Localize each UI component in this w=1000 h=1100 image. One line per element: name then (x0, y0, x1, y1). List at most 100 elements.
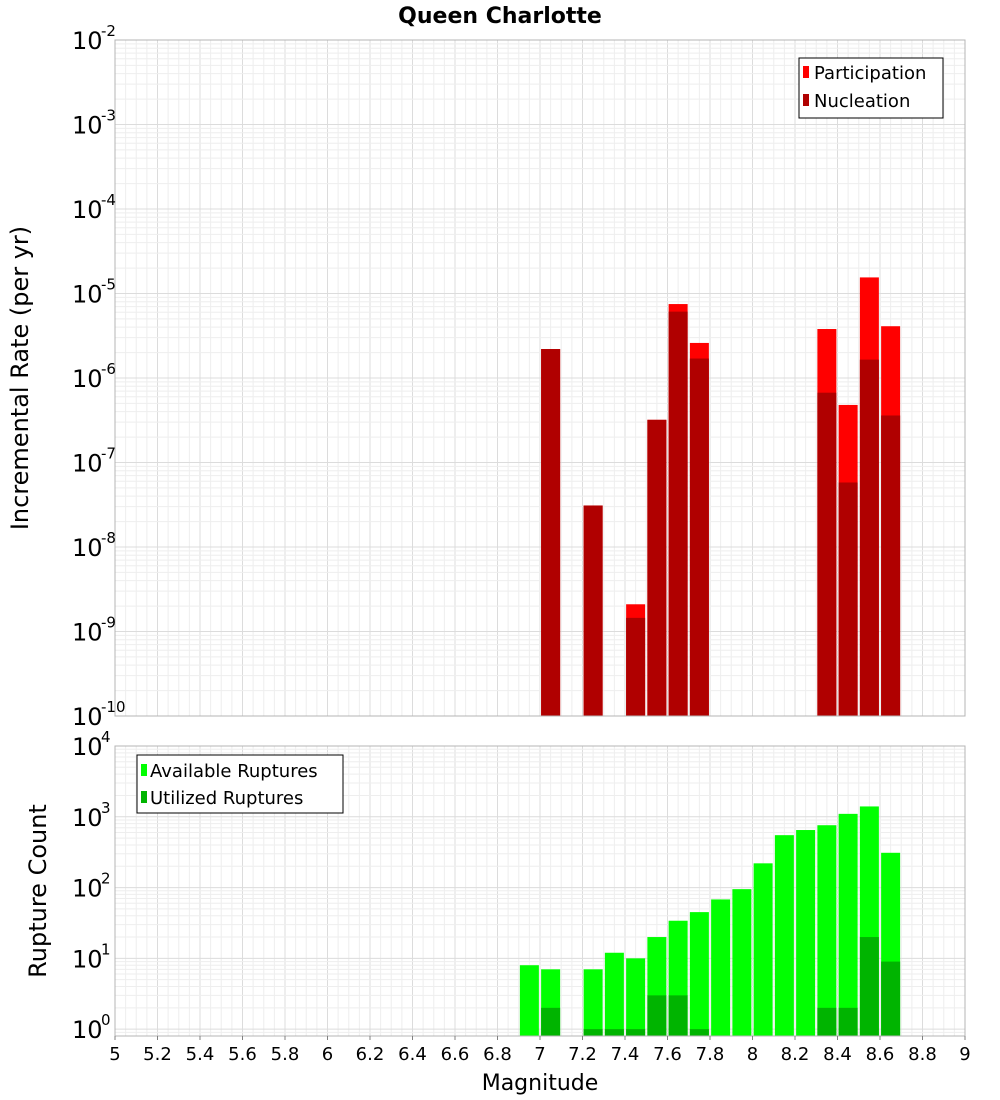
rate-bar-nucleation (583, 505, 603, 716)
count-bar-utilized-ruptures (817, 1007, 837, 1036)
rate-y-tick-label: 10 (72, 619, 103, 647)
count-y-tick-exponent: 3 (101, 799, 111, 817)
count-bar-available-ruptures (796, 830, 816, 1036)
x-tick-label: 5.6 (228, 1044, 257, 1065)
rate-bar-nucleation (626, 617, 646, 716)
rate-y-tick-exponent: -3 (101, 107, 116, 125)
x-axis-ticks: 5 5.2 5.4 5.6 5.8 6 6.2 6.4 6.6 6.8 7 7.2 7.4 7.6 7.8 8… (109, 1036, 971, 1065)
rate-bars (541, 277, 901, 716)
count-y-tick-label: 10 (72, 875, 103, 903)
legend-label-available: Available Ruptures (150, 761, 318, 782)
rate-plot-border (114, 39, 966, 717)
x-tick-label: 7.6 (653, 1044, 682, 1065)
chart-title: Queen Charlotte (398, 4, 602, 29)
x-tick-label: 8 (747, 1044, 758, 1065)
rate-bar-nucleation (859, 359, 879, 716)
count-legend-box (136, 754, 344, 814)
rate-y-tick-label: 10 (72, 365, 103, 393)
count-bar-utilized-ruptures (668, 995, 688, 1036)
count-bar-utilized-ruptures (583, 1029, 603, 1036)
count-bars (519, 806, 901, 1036)
x-tick-label: 8.2 (781, 1044, 810, 1065)
rate-y-tick-exponent: -9 (101, 614, 116, 632)
rate-y-tick-label: 10 (72, 112, 103, 140)
count-bar-utilized-ruptures (647, 995, 667, 1036)
x-tick-label: 6 (322, 1044, 333, 1065)
x-tick-label: 7.8 (696, 1044, 725, 1065)
count-bar-available-ruptures (626, 958, 646, 1036)
count-bar-available-ruptures (753, 863, 773, 1036)
rate-y-tick-exponent: -8 (101, 529, 116, 547)
x-tick-label: 6.2 (356, 1044, 385, 1065)
count-y-tick-label: 10 (72, 1016, 103, 1044)
x-tick-label: 8.4 (823, 1044, 852, 1065)
legend-swatch-utilized (141, 791, 147, 803)
legend-label-utilized: Utilized Ruptures (150, 788, 303, 809)
count-bar-utilized-ruptures (838, 1007, 858, 1036)
count-bar-utilized-ruptures (626, 1029, 646, 1036)
count-y-tick-label: 10 (72, 945, 103, 973)
x-tick-label: 6.4 (398, 1044, 427, 1065)
rate-bar-nucleation (541, 349, 561, 716)
count-bar-available-ruptures (838, 813, 858, 1036)
rate-y-tick-label: 10 (72, 450, 103, 478)
count-bar-available-ruptures (583, 969, 603, 1036)
rate-y-axis-label: Incremental Rate (per yr) (6, 226, 34, 530)
x-tick-label: 7.2 (568, 1044, 597, 1065)
legend-swatch-participation (803, 66, 809, 78)
legend-label-nucleation: Nucleation (814, 91, 910, 112)
x-tick-label: 5 (109, 1044, 120, 1065)
count-bar-available-ruptures (711, 899, 731, 1036)
x-tick-label: 8.8 (908, 1044, 937, 1065)
count-y-tick-exponent: 2 (101, 870, 111, 888)
count-y-tick-label: 10 (72, 804, 103, 832)
rate-y-tick-label: 10 (72, 534, 103, 562)
count-bar-utilized-ruptures (604, 1029, 624, 1036)
rate-y-tick-exponent: -5 (101, 276, 116, 294)
legend-swatch-available (141, 764, 147, 776)
rate-bar-nucleation (817, 392, 837, 716)
count-bar-available-ruptures (817, 825, 837, 1036)
rate-bar-nucleation (647, 419, 667, 716)
count-bar-available-ruptures (774, 835, 794, 1036)
x-tick-label: 9 (959, 1044, 970, 1065)
count-bar-utilized-ruptures (689, 1029, 709, 1036)
count-bar-utilized-ruptures (881, 961, 901, 1036)
rate-bar-nucleation (668, 311, 688, 716)
rate-y-tick-label: 10 (72, 281, 103, 309)
count-y-axis-label: Rupture Count (24, 804, 52, 978)
rate-legend: Participation Nucleation (798, 57, 944, 119)
legend-label-participation: Participation (814, 63, 926, 84)
count-bar-available-ruptures (689, 912, 709, 1036)
rate-y-tick-label: 10 (72, 27, 103, 55)
count-bar-utilized-ruptures (859, 937, 879, 1036)
count-y-tick-exponent: 4 (101, 728, 111, 746)
count-legend: Available Ruptures Utilized Ruptures (136, 754, 344, 814)
legend-swatch-nucleation (803, 94, 809, 106)
rate-y-tick-label: 10 (72, 703, 103, 731)
rate-y-tick-exponent: -2 (101, 22, 116, 40)
count-y-tick-label: 10 (72, 733, 103, 761)
count-bar-utilized-ruptures (541, 1007, 561, 1036)
rate-y-tick-exponent: -6 (101, 360, 116, 378)
x-tick-label: 6.6 (441, 1044, 470, 1065)
x-tick-label: 5.4 (186, 1044, 215, 1065)
x-tick-label: 6.8 (483, 1044, 512, 1065)
x-tick-label: 5.2 (143, 1044, 172, 1065)
rate-y-tick-exponent: -10 (101, 698, 126, 716)
rate-y-tick-exponent: -7 (101, 445, 116, 463)
x-axis-label: Magnitude (482, 1071, 599, 1096)
count-bar-available-ruptures (604, 952, 624, 1036)
x-tick-label: 7 (534, 1044, 545, 1065)
x-tick-label: 7.4 (611, 1044, 640, 1065)
x-tick-label: 5.8 (271, 1044, 300, 1065)
count-y-tick-exponent: 1 (101, 940, 111, 958)
rate-y-tick-label: 10 (72, 196, 103, 224)
rate-legend-box (798, 57, 944, 119)
rate-y-tick-exponent: -4 (101, 191, 116, 209)
